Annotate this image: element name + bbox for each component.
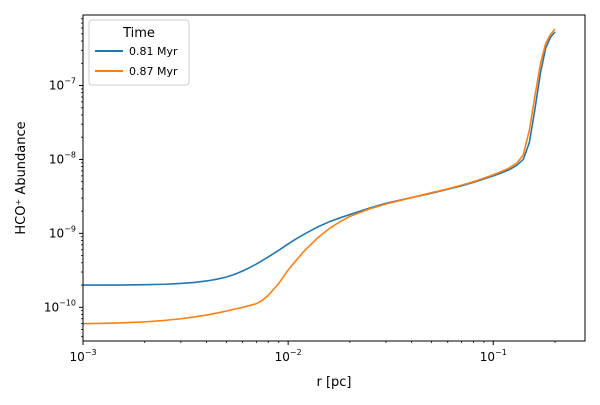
x-tick-label: 10−1 (480, 348, 507, 364)
y-tick-label: 10−9 (49, 224, 76, 240)
x-axis-label: r [pc] (316, 375, 351, 390)
y-tick-label: 10−7 (49, 77, 76, 93)
legend-label-series-2: 0.87 Myr (129, 65, 178, 78)
legend-box (88, 19, 190, 86)
y-axis-label: HCO⁺ Abundance (14, 121, 29, 234)
plot-area-frame (82, 14, 586, 342)
x-tick-label: 10−2 (275, 348, 302, 364)
series-layer (83, 28, 556, 325)
y-tick-label: 10−10 (44, 298, 76, 314)
x-tick-label: 10−3 (69, 348, 96, 364)
series-line-1 (83, 31, 556, 286)
series-line-2 (83, 28, 556, 325)
legend-title: Time (122, 26, 155, 41)
y-tick-label: 10−8 (49, 150, 76, 166)
legend-label-series-1: 0.81 Myr (129, 45, 178, 58)
legend: Time 0.81 Myr 0.87 Myr (88, 19, 190, 86)
ticks-layer: 10−3 10−2 10−1 10−10 10−9 10−8 10−7 (44, 18, 556, 364)
